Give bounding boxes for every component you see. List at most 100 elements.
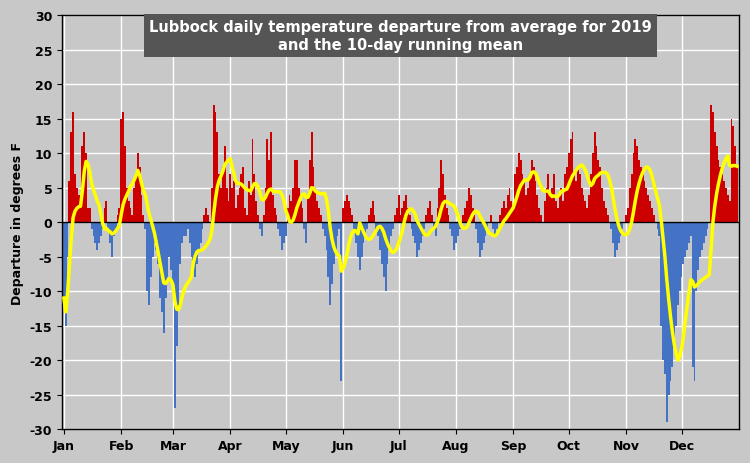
Bar [532,168,535,223]
Bar [172,223,174,292]
Bar [381,223,383,264]
Bar [553,175,555,223]
Bar [392,223,394,230]
Bar [575,181,577,223]
Bar [161,223,163,312]
Bar [500,216,501,223]
Bar [479,223,481,257]
Bar [82,147,83,223]
Bar [413,223,414,237]
Bar [733,126,734,223]
Bar [214,113,217,223]
Bar [468,188,470,223]
Bar [67,223,68,257]
Bar [115,223,116,230]
Bar [120,119,122,223]
Bar [380,223,381,250]
Bar [695,223,698,292]
Bar [279,223,281,237]
Bar [540,216,542,223]
Bar [237,195,238,223]
Bar [719,168,722,223]
Bar [250,195,251,223]
Bar [436,209,438,223]
Bar [261,223,262,237]
Bar [734,147,736,223]
Bar [230,175,231,223]
Bar [155,223,158,250]
Bar [166,223,168,278]
Bar [63,223,64,299]
Bar [511,202,512,223]
Bar [627,209,628,223]
Text: Lubbock daily temperature departure from average for 2019
and the 10-day running: Lubbock daily temperature departure from… [149,20,652,52]
Bar [544,202,546,223]
Bar [328,223,329,278]
Bar [601,188,603,223]
Bar [440,161,442,223]
Bar [370,209,372,223]
Bar [556,209,559,223]
Bar [714,133,716,223]
Bar [470,195,472,223]
Bar [599,168,601,223]
Bar [598,161,599,223]
Bar [193,223,194,271]
Bar [274,209,275,223]
Bar [218,175,220,223]
Bar [100,223,102,237]
Bar [107,223,109,230]
Bar [158,223,159,264]
Bar [150,223,152,278]
Bar [352,216,353,223]
Bar [377,223,380,237]
Bar [179,223,182,264]
Bar [596,147,598,223]
Bar [278,223,279,230]
Bar [130,209,131,223]
Bar [102,223,104,230]
Bar [338,223,340,230]
Bar [405,195,407,223]
Bar [340,223,342,381]
Bar [383,223,385,278]
Bar [146,223,148,292]
Bar [418,223,420,250]
Bar [329,223,331,305]
Bar [309,161,310,223]
Bar [658,223,660,237]
Bar [698,223,699,271]
Bar [492,223,494,230]
Bar [712,113,714,223]
Bar [331,223,333,285]
Bar [118,209,120,223]
Bar [725,188,727,223]
Bar [139,168,140,223]
Bar [368,216,370,223]
Bar [185,223,187,237]
Bar [476,223,477,230]
Bar [144,223,146,230]
Bar [555,202,556,223]
Bar [326,223,328,250]
Bar [290,202,292,223]
Bar [398,195,400,223]
Bar [521,175,524,223]
Bar [666,223,668,422]
Bar [342,209,344,223]
Bar [626,216,627,223]
Bar [548,175,549,223]
Bar [196,223,198,264]
Bar [366,223,368,230]
Bar [646,188,647,223]
Bar [584,202,586,223]
Bar [238,188,241,223]
Bar [213,106,214,223]
Bar [662,223,664,360]
Bar [189,223,190,244]
Bar [524,181,525,223]
Bar [433,223,435,230]
Bar [592,154,594,223]
Bar [481,223,483,250]
Bar [588,195,590,223]
